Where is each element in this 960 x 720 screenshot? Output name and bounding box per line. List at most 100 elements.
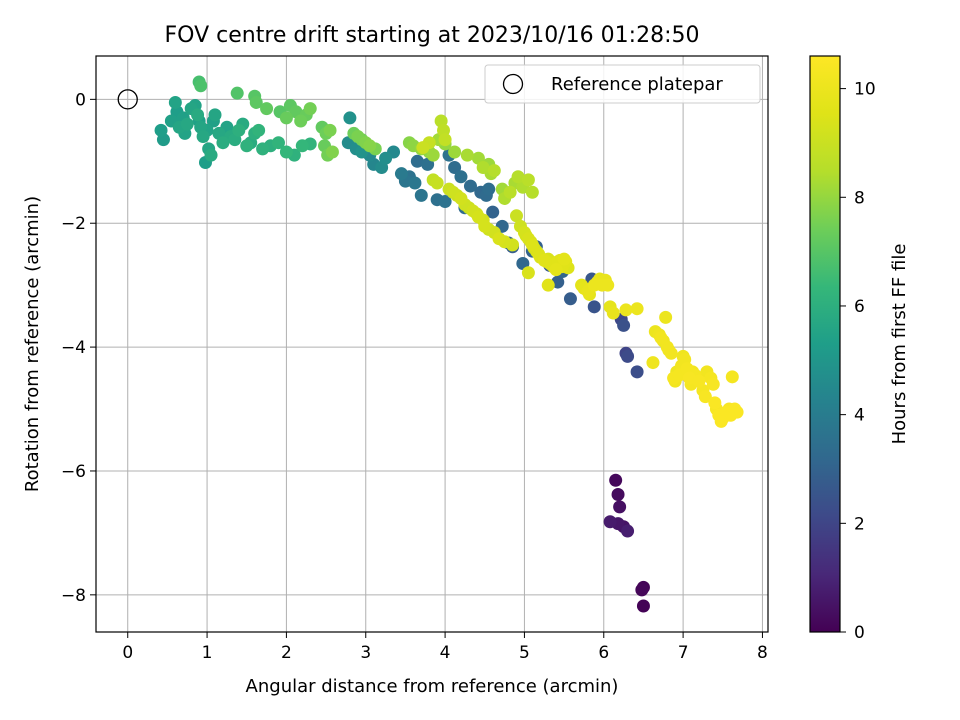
x-axis-label: Angular distance from reference (arcmin) (246, 676, 619, 697)
data-point (621, 524, 635, 538)
data-point (471, 210, 485, 224)
data-point (654, 331, 668, 345)
x-tick-label: 8 (757, 643, 768, 663)
data-points (154, 75, 744, 613)
data-point (636, 599, 650, 613)
data-point (511, 170, 525, 184)
data-point (630, 365, 644, 379)
colorbar-tick-label: 8 (854, 188, 865, 208)
data-point (194, 79, 208, 93)
data-point (460, 148, 474, 162)
x-tick-label: 7 (678, 643, 689, 663)
data-point (664, 346, 678, 360)
data-point (698, 390, 712, 404)
data-point (454, 191, 468, 205)
data-point (725, 370, 739, 384)
data-point (256, 142, 270, 156)
data-point (603, 515, 617, 529)
legend-entry-label: Reference platepar (551, 74, 723, 95)
data-point (478, 219, 492, 233)
data-point (486, 205, 500, 219)
data-point (601, 278, 615, 292)
colorbar-tick-label: 10 (854, 80, 876, 100)
x-tick-label: 4 (440, 643, 451, 663)
data-point (416, 141, 430, 155)
data-point (343, 111, 357, 125)
data-point (706, 377, 720, 391)
reference-point-marker (117, 89, 138, 110)
data-point (635, 583, 649, 597)
data-point (240, 139, 254, 153)
x-tick-label: 2 (281, 643, 292, 663)
data-point (448, 145, 462, 159)
data-point (563, 292, 577, 306)
data-point (363, 139, 377, 153)
data-point (525, 238, 539, 252)
data-point (482, 182, 496, 196)
data-point (379, 151, 393, 165)
colorbar-tick-label: 4 (854, 406, 865, 426)
data-point (492, 232, 506, 246)
data-point (208, 108, 222, 122)
data-point (454, 170, 468, 184)
reference-marker (117, 89, 138, 110)
data-point (180, 117, 194, 131)
data-point (323, 123, 337, 137)
colorbar-tick-label: 6 (854, 297, 865, 317)
data-point (692, 374, 706, 388)
data-point (619, 303, 633, 317)
data-point (509, 209, 523, 223)
colorbar: 0 2 4 6 8 10 Hours from first FF file (809, 55, 910, 643)
y-tick-label: 0 (75, 90, 86, 110)
x-tick-label: 1 (202, 643, 213, 663)
data-point (487, 164, 501, 178)
data-point (613, 500, 627, 514)
data-point (216, 136, 230, 150)
data-point (260, 102, 274, 116)
data-point (295, 139, 309, 153)
legend: Reference platepar (484, 64, 761, 104)
data-point (525, 185, 539, 199)
y-tick-label: −2 (61, 214, 86, 234)
grid-lines (96, 56, 768, 632)
data-point (249, 95, 263, 109)
data-point (191, 108, 205, 122)
data-point (521, 173, 535, 187)
data-point (438, 195, 452, 209)
legend-box (484, 64, 761, 104)
x-tick-label: 0 (122, 643, 133, 663)
data-point (196, 130, 210, 144)
data-point (438, 133, 452, 147)
x-tick-label: 3 (360, 643, 371, 663)
data-point (430, 176, 444, 190)
data-point (303, 102, 317, 116)
data-point (463, 179, 477, 193)
data-point (232, 123, 246, 137)
colorbar-tick-label: 2 (854, 514, 865, 534)
data-point (611, 488, 625, 502)
data-point (410, 154, 424, 168)
data-point (659, 310, 673, 324)
data-point (730, 405, 744, 419)
plot-frame (95, 55, 769, 633)
data-point (587, 300, 601, 314)
y-tick-label: −6 (61, 462, 86, 482)
data-point (279, 111, 293, 125)
data-point (279, 145, 293, 159)
data-point (154, 123, 168, 137)
data-point (408, 176, 422, 190)
data-point (541, 278, 555, 292)
data-point (557, 252, 571, 266)
data-point (394, 167, 408, 181)
axis-ticks: 0 1 2 3 4 5 6 7 8 0 −2 −4 −6 −8 (61, 90, 768, 663)
data-point (609, 473, 623, 487)
data-point (168, 95, 182, 109)
data-point (708, 396, 722, 410)
data-point (204, 148, 218, 162)
legend-marker-icon (502, 73, 524, 95)
data-point (621, 349, 635, 363)
data-point (414, 188, 428, 202)
y-tick-label: −4 (61, 338, 86, 358)
colorbar-tick-label: 0 (854, 623, 865, 643)
data-point (252, 123, 266, 137)
